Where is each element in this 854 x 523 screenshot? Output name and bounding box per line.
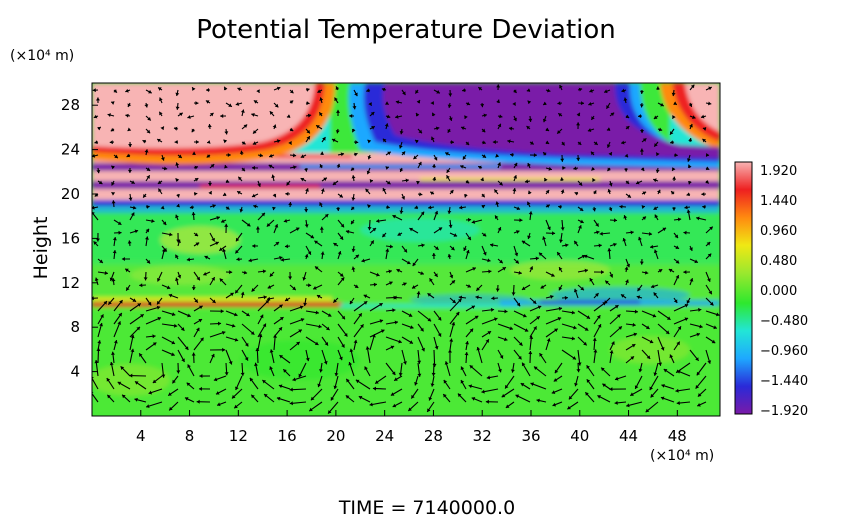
- colorbar-label: 1.440: [760, 194, 797, 209]
- x-tick-label: 8: [185, 427, 195, 445]
- y-tick-label: 4: [70, 363, 80, 381]
- colorbar-label: 0.960: [760, 224, 797, 239]
- x-unit-label: (×10⁴ m): [650, 448, 714, 464]
- y-tick-label: 28: [61, 96, 80, 114]
- y-unit-label: (×10⁴ m): [10, 48, 74, 64]
- x-tick-label: 48: [668, 427, 687, 445]
- y-axis-label: Height: [30, 217, 52, 280]
- colorbar-label: −0.960: [760, 344, 808, 359]
- colorbar-label: −0.480: [760, 314, 808, 329]
- colorbar-label: 0.000: [760, 284, 797, 299]
- x-tick-label: 16: [278, 427, 297, 445]
- x-tick-label: 28: [424, 427, 443, 445]
- colorbar-label: 0.480: [760, 254, 797, 269]
- x-tick-label: 24: [375, 427, 394, 445]
- y-tick-label: 12: [61, 274, 80, 292]
- colorbar-labels: 1.920 1.440 0.960 0.480 0.000 −0.480 −0.960 −1.…: [760, 164, 808, 419]
- colorbar-label: 1.920: [760, 164, 797, 179]
- colorbar-label: −1.440: [760, 374, 808, 389]
- chart-title: Potential Temperature Deviation: [196, 15, 616, 45]
- x-tick-label: 12: [229, 427, 248, 445]
- x-tick-label: 4: [136, 427, 146, 445]
- x-tick-label: 40: [570, 427, 589, 445]
- x-tick-label: 44: [619, 427, 638, 445]
- x-tick-label: 36: [521, 427, 540, 445]
- x-tick-label: 20: [326, 427, 345, 445]
- y-tick-label: 20: [61, 185, 80, 203]
- x-tick-label: 32: [473, 427, 492, 445]
- y-tick-label: 24: [61, 141, 80, 159]
- y-tick-label: 16: [61, 229, 80, 247]
- time-label: TIME = 7140000.0: [338, 497, 515, 519]
- colorbar: [735, 162, 752, 414]
- y-tick-label: 8: [70, 318, 80, 336]
- colorbar-label: −1.920: [760, 404, 808, 419]
